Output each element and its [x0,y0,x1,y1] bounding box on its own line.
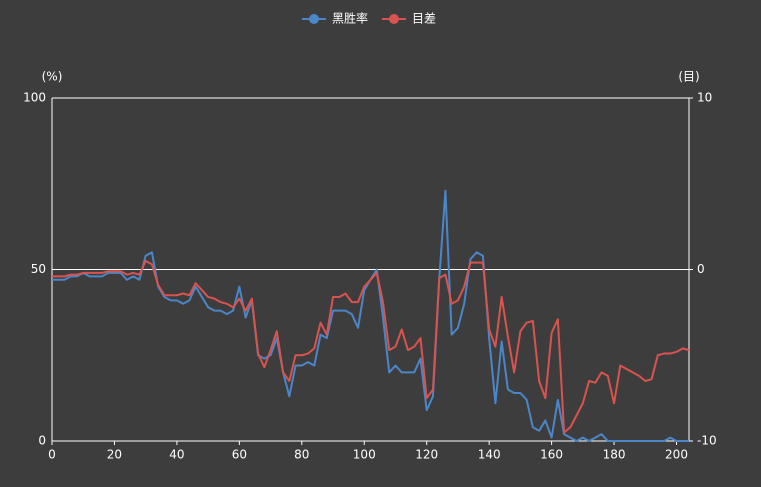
x-tick-label: 20 [107,448,122,462]
x-tick-label: 0 [48,448,56,462]
y-tick-label: 0 [38,434,46,448]
y-tick-label: 50 [31,262,46,276]
legend-marker [389,14,400,24]
x-tick-label: 180 [603,448,626,462]
y2-tick-label: 0 [697,262,705,276]
x-tick-label: 200 [665,448,688,462]
y2-axis-label: (目) [678,70,699,84]
x-tick-label: 120 [415,448,438,462]
x-tick-label: 100 [353,448,376,462]
y2-tick-label: 10 [697,91,712,105]
x-tick-label: 60 [232,448,247,462]
legend-marker [309,14,319,24]
legend-label: 目差 [412,12,436,26]
line-series [52,259,690,434]
x-tick-label: 80 [294,448,309,462]
y-axis-label: (%) [42,70,63,84]
x-tick-label: 140 [478,448,501,462]
legend-label: 黑胜率 [332,11,368,26]
line-series [52,189,689,442]
y-tick-label: 100 [23,91,46,105]
y2-tick-label: -10 [697,434,717,448]
x-tick-label: 160 [540,448,563,462]
x-tick-label: 40 [169,448,184,462]
